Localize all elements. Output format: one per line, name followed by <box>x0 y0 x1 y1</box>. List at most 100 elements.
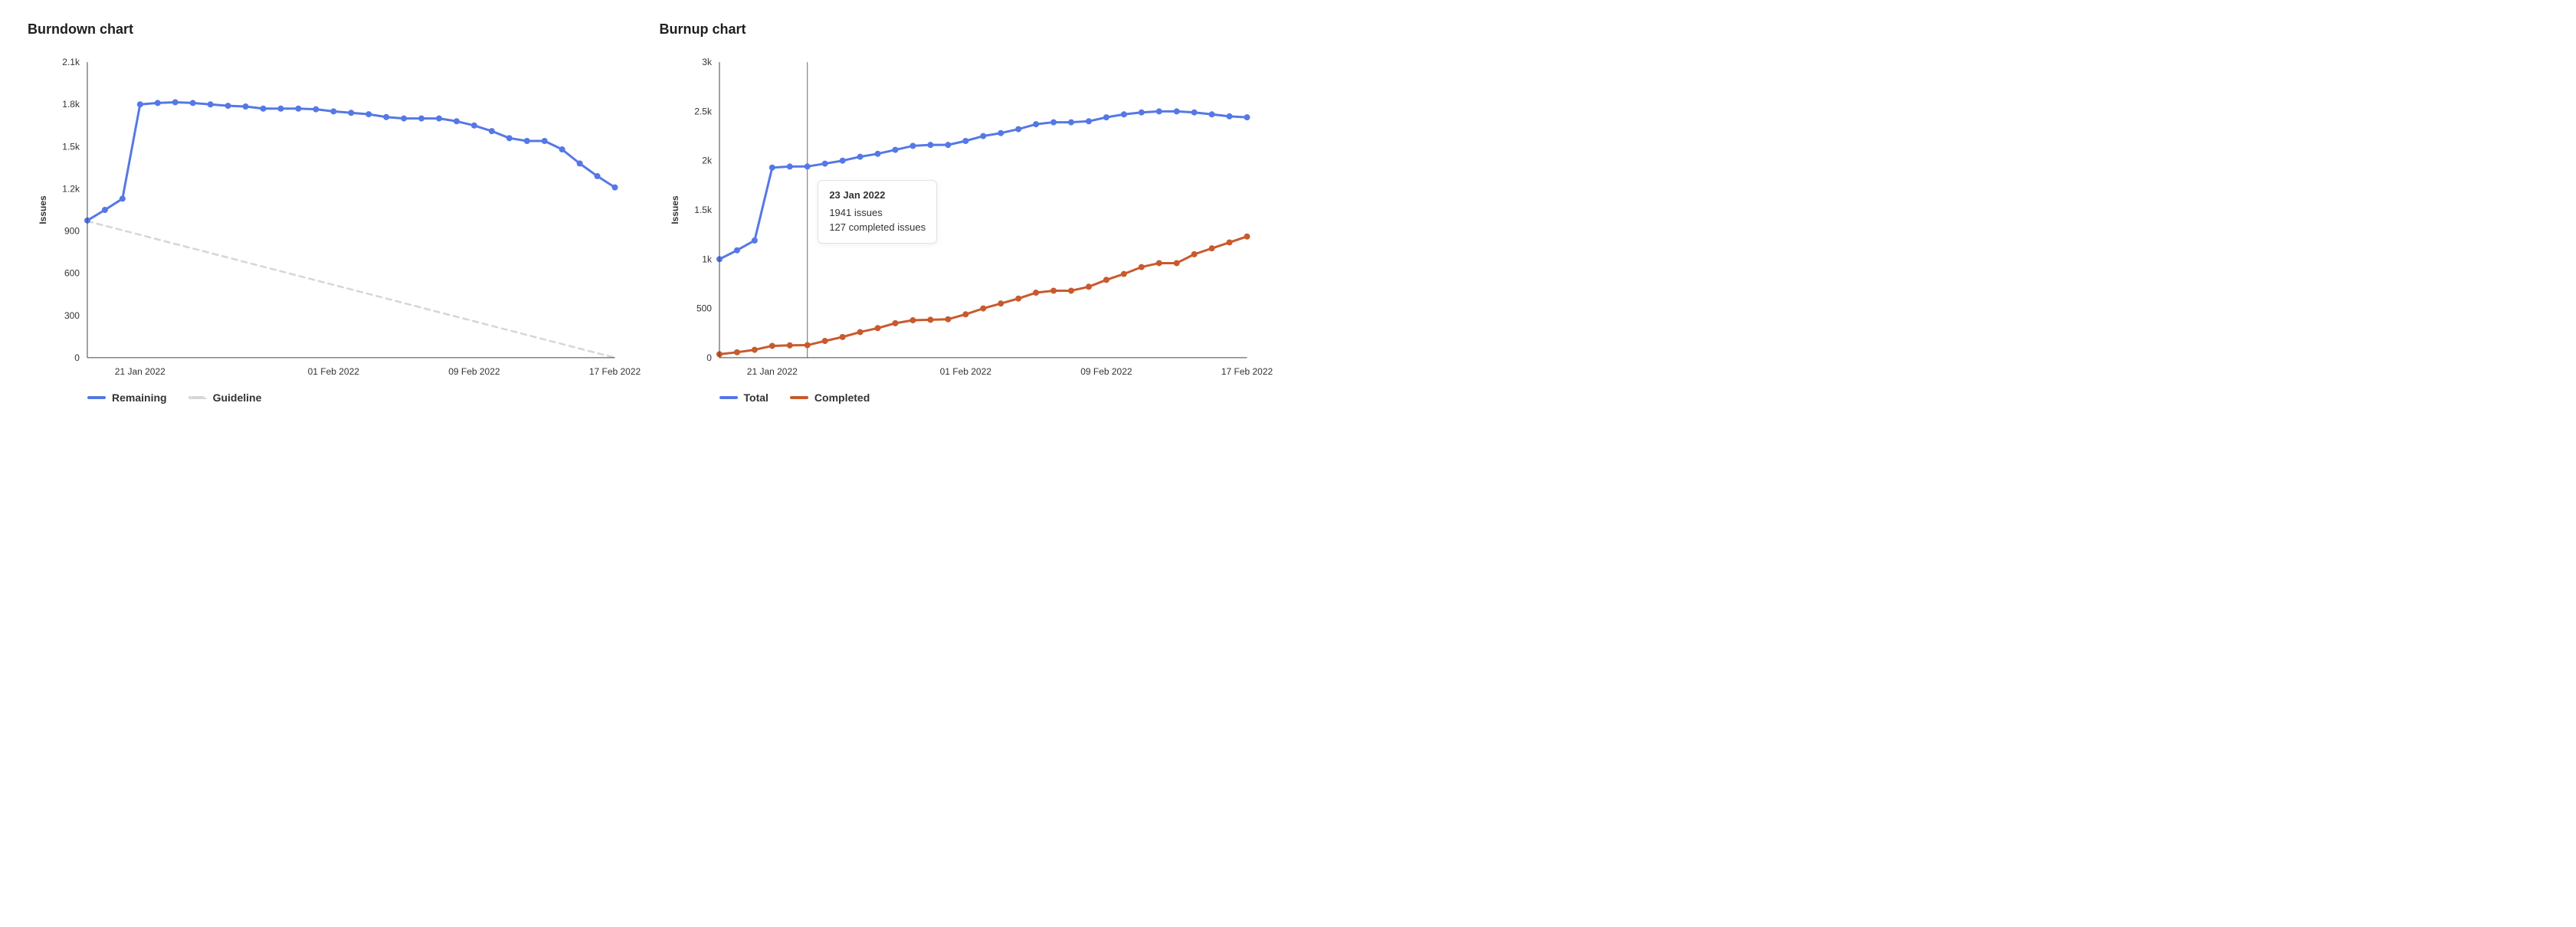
completed-line[interactable] <box>719 237 1247 355</box>
remaining-marker[interactable] <box>313 106 319 112</box>
total-marker[interactable] <box>875 151 880 156</box>
total-marker[interactable] <box>805 164 810 169</box>
completed-marker[interactable] <box>822 339 828 344</box>
completed-marker[interactable] <box>1068 288 1073 293</box>
remaining-marker[interactable] <box>225 103 231 109</box>
remaining-marker[interactable] <box>436 116 441 121</box>
legend-item-total[interactable]: Total <box>719 391 769 404</box>
total-marker[interactable] <box>909 143 915 149</box>
remaining-marker[interactable] <box>542 138 547 143</box>
completed-marker[interactable] <box>1174 260 1179 266</box>
total-marker[interactable] <box>840 158 845 163</box>
total-marker[interactable] <box>752 237 757 243</box>
total-marker[interactable] <box>1227 113 1232 119</box>
completed-marker[interactable] <box>1227 240 1232 245</box>
completed-marker[interactable] <box>1103 277 1109 283</box>
remaining-marker[interactable] <box>384 114 389 120</box>
completed-marker[interactable] <box>892 320 897 326</box>
completed-marker[interactable] <box>805 342 810 348</box>
completed-marker[interactable] <box>787 342 792 348</box>
completed-marker[interactable] <box>1244 234 1250 239</box>
total-marker[interactable] <box>892 147 897 152</box>
total-marker[interactable] <box>1103 115 1109 120</box>
total-marker[interactable] <box>945 142 950 148</box>
completed-marker[interactable] <box>1086 284 1091 290</box>
completed-marker[interactable] <box>1121 271 1126 277</box>
remaining-marker[interactable] <box>296 106 301 111</box>
total-marker[interactable] <box>1068 120 1073 125</box>
remaining-marker[interactable] <box>137 102 143 107</box>
completed-marker[interactable] <box>1050 288 1056 293</box>
total-marker[interactable] <box>1191 110 1197 115</box>
total-marker[interactable] <box>927 142 932 148</box>
remaining-marker[interactable] <box>612 185 618 190</box>
total-marker[interactable] <box>1086 119 1091 124</box>
remaining-marker[interactable] <box>120 196 125 201</box>
completed-marker[interactable] <box>1191 251 1197 257</box>
remaining-marker[interactable] <box>401 116 407 121</box>
completed-marker[interactable] <box>909 318 915 323</box>
completed-marker[interactable] <box>840 334 845 339</box>
completed-marker[interactable] <box>1015 296 1021 301</box>
remaining-marker[interactable] <box>577 161 582 166</box>
remaining-marker[interactable] <box>155 100 160 106</box>
total-marker[interactable] <box>1209 112 1214 117</box>
total-marker[interactable] <box>962 138 968 143</box>
total-marker[interactable] <box>1174 109 1179 114</box>
completed-marker[interactable] <box>1033 290 1038 296</box>
total-marker[interactable] <box>857 154 863 159</box>
remaining-marker[interactable] <box>366 112 372 117</box>
remaining-marker[interactable] <box>506 136 512 141</box>
burnup-chart-wrap[interactable]: 05001k1.5k2k2.5k3kIssues21 Jan 202201 Fe… <box>660 48 1261 385</box>
total-marker[interactable] <box>769 165 775 170</box>
total-marker[interactable] <box>1015 126 1021 132</box>
total-marker[interactable] <box>734 247 739 253</box>
burnup-chart[interactable]: 05001k1.5k2k2.5k3kIssues21 Jan 202201 Fe… <box>660 48 1261 385</box>
completed-marker[interactable] <box>1209 246 1214 251</box>
completed-marker[interactable] <box>752 347 757 352</box>
completed-marker[interactable] <box>857 329 863 335</box>
completed-marker[interactable] <box>1139 264 1144 270</box>
remaining-line[interactable] <box>87 102 615 220</box>
remaining-marker[interactable] <box>489 129 494 134</box>
remaining-marker[interactable] <box>559 147 565 152</box>
remaining-marker[interactable] <box>102 208 107 213</box>
burndown-chart[interactable]: 03006009001.2k1.5k1.8k2.1kIssues21 Jan 2… <box>28 48 629 385</box>
legend-item-completed[interactable]: Completed <box>790 391 870 404</box>
completed-marker[interactable] <box>998 301 1003 306</box>
remaining-marker[interactable] <box>261 106 266 111</box>
remaining-marker[interactable] <box>595 173 600 179</box>
total-marker[interactable] <box>1050 120 1056 125</box>
remaining-marker[interactable] <box>243 103 248 109</box>
remaining-marker[interactable] <box>454 119 459 124</box>
legend-item-remaining[interactable]: Remaining <box>87 391 167 404</box>
remaining-marker[interactable] <box>471 123 477 128</box>
total-marker[interactable] <box>1033 122 1038 127</box>
remaining-marker[interactable] <box>208 102 213 107</box>
total-marker[interactable] <box>998 130 1003 136</box>
completed-marker[interactable] <box>945 316 950 322</box>
completed-marker[interactable] <box>962 312 968 317</box>
completed-marker[interactable] <box>875 326 880 331</box>
remaining-marker[interactable] <box>190 100 195 106</box>
completed-marker[interactable] <box>769 343 775 349</box>
completed-marker[interactable] <box>1156 260 1162 266</box>
total-marker[interactable] <box>1121 112 1126 117</box>
burndown-chart-wrap[interactable]: 03006009001.2k1.5k1.8k2.1kIssues21 Jan 2… <box>28 48 629 385</box>
remaining-marker[interactable] <box>278 106 283 111</box>
remaining-marker[interactable] <box>331 109 336 114</box>
completed-marker[interactable] <box>734 349 739 355</box>
completed-marker[interactable] <box>980 306 985 311</box>
total-marker[interactable] <box>1139 110 1144 115</box>
legend-item-guideline[interactable]: Guideline <box>188 391 262 404</box>
total-marker[interactable] <box>980 133 985 139</box>
remaining-marker[interactable] <box>524 138 529 143</box>
total-marker[interactable] <box>1156 109 1162 114</box>
remaining-marker[interactable] <box>419 116 424 121</box>
total-marker[interactable] <box>822 161 828 166</box>
completed-marker[interactable] <box>927 317 932 323</box>
remaining-marker[interactable] <box>172 100 178 105</box>
total-marker[interactable] <box>1244 115 1250 120</box>
total-marker[interactable] <box>787 164 792 169</box>
remaining-marker[interactable] <box>349 110 354 116</box>
